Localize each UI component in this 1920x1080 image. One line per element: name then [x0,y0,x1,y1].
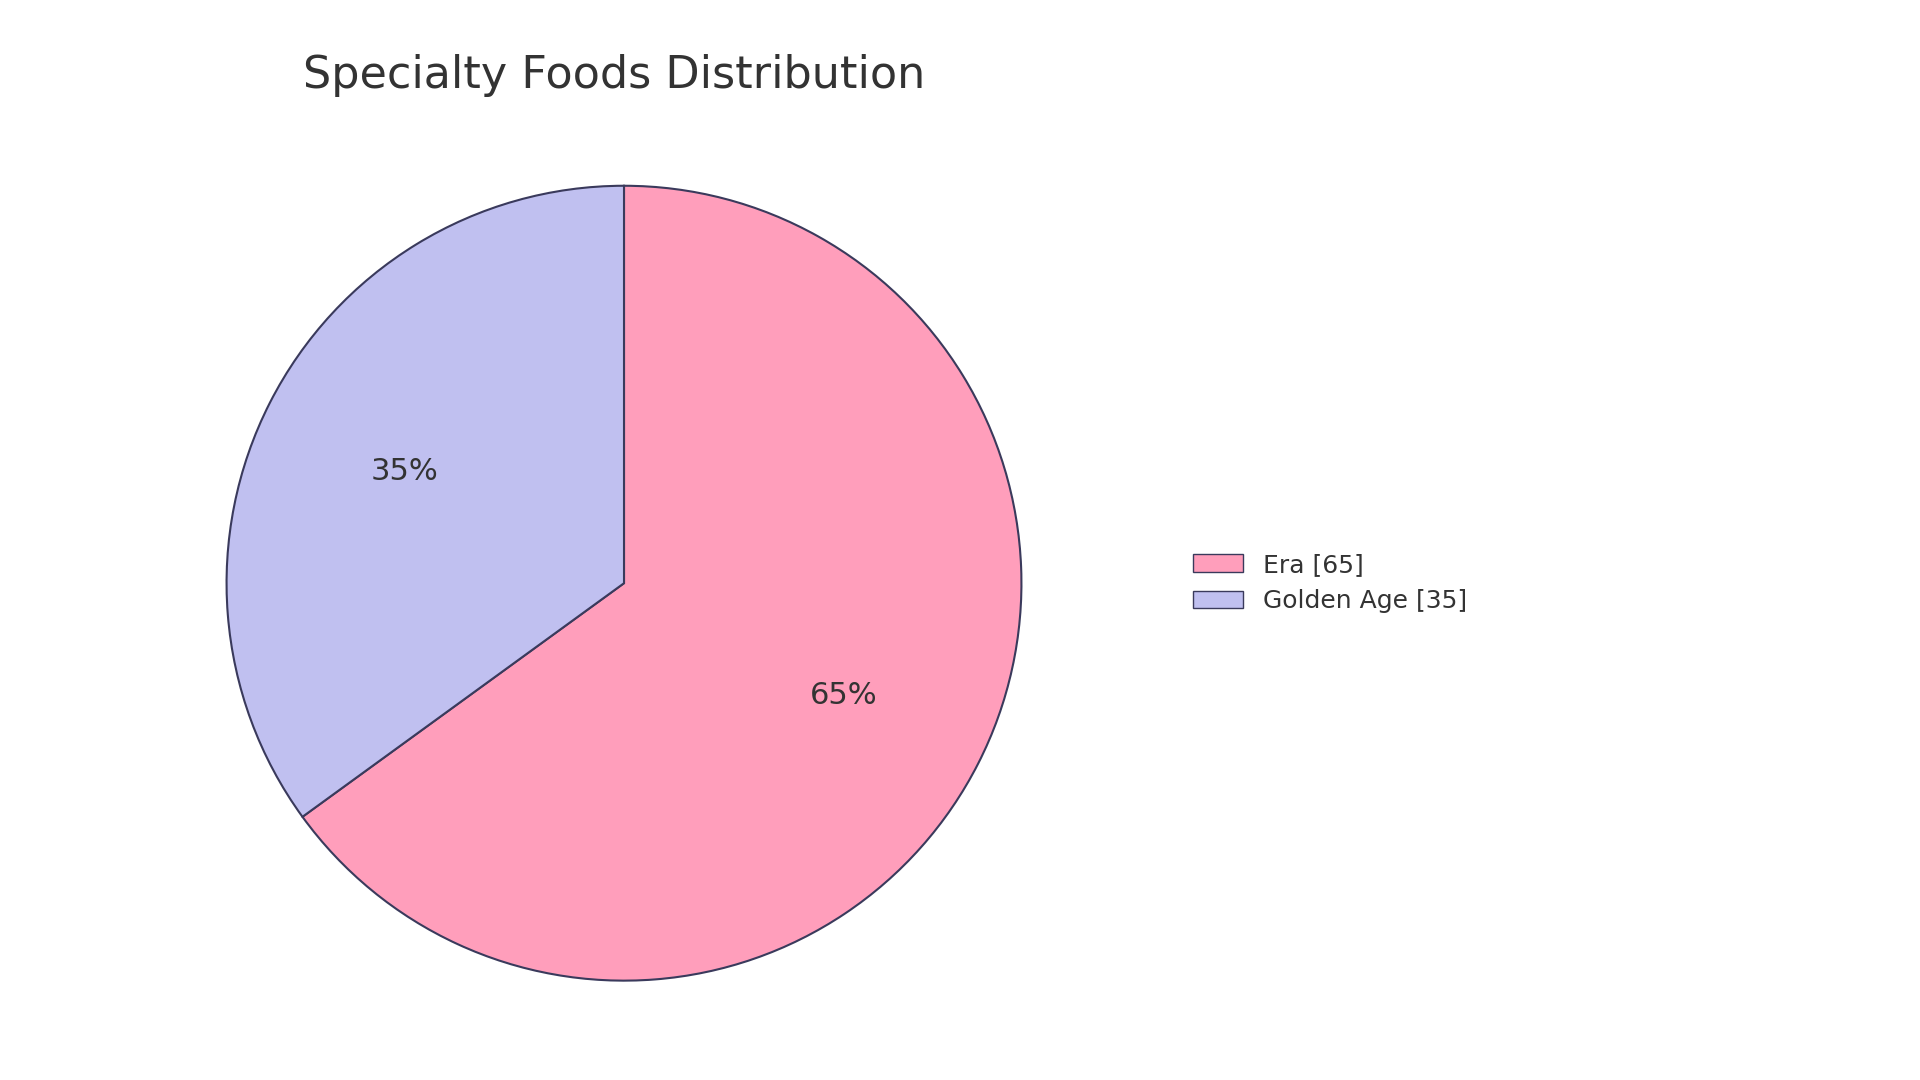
Text: 65%: 65% [810,680,877,710]
Text: 35%: 35% [371,457,438,486]
Wedge shape [227,186,624,816]
Wedge shape [303,186,1021,981]
Text: Specialty Foods Distribution: Specialty Foods Distribution [303,54,925,97]
Legend: Era [65], Golden Age [35]: Era [65], Golden Age [35] [1183,543,1476,623]
